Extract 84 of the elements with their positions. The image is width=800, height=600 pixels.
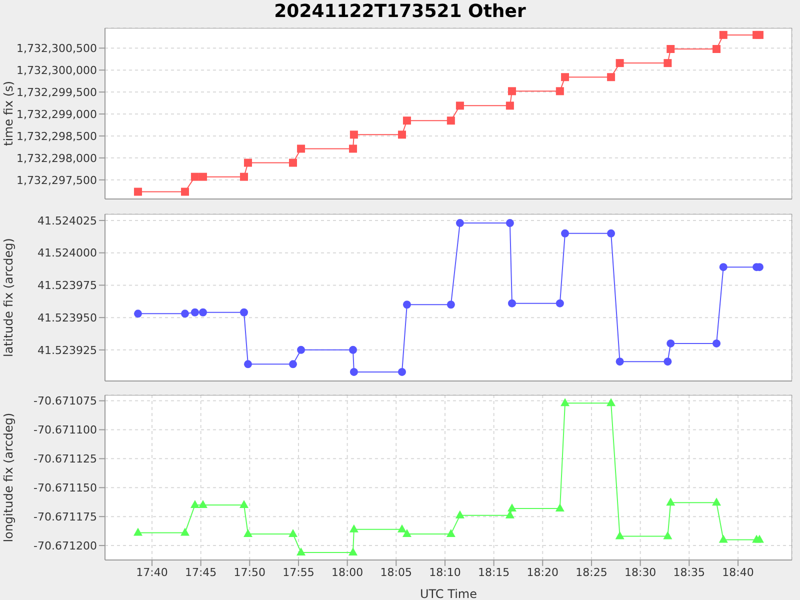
point bbox=[180, 528, 190, 536]
x-tick-label: 18:05 bbox=[380, 566, 412, 579]
point bbox=[349, 346, 358, 354]
point bbox=[446, 300, 455, 309]
y-tick-label: -70.671150 bbox=[34, 482, 97, 495]
point bbox=[719, 263, 728, 272]
point bbox=[398, 524, 406, 532]
y-tick-label: 1,732,297,500 bbox=[16, 174, 97, 187]
chart-title: 20241122T173521 Other bbox=[273, 0, 527, 22]
point bbox=[350, 368, 358, 376]
point bbox=[712, 498, 722, 506]
point bbox=[190, 308, 199, 316]
x-tick-label: 17:40 bbox=[136, 566, 168, 579]
point bbox=[398, 368, 406, 376]
point bbox=[240, 308, 248, 316]
point bbox=[664, 358, 672, 366]
y-tick-label: -70.671125 bbox=[34, 452, 97, 466]
y-tick-label: 41.523975 bbox=[38, 279, 97, 292]
point bbox=[456, 219, 464, 228]
y-tick-label: 41.524000 bbox=[38, 246, 97, 260]
point bbox=[561, 229, 570, 238]
y-tick-label: 41.523950 bbox=[38, 311, 97, 324]
point bbox=[556, 299, 564, 308]
point bbox=[297, 346, 306, 354]
x-tick-label: 17:55 bbox=[282, 566, 314, 579]
point bbox=[507, 503, 516, 512]
point bbox=[718, 534, 728, 543]
point bbox=[666, 339, 675, 348]
y-tick-label: 1,732,300,500 bbox=[16, 42, 97, 56]
y-tick-label: -70.671200 bbox=[34, 539, 97, 552]
x-tick-label: 18:40 bbox=[722, 566, 754, 579]
point bbox=[402, 528, 412, 537]
x-tick-label: 18:15 bbox=[478, 566, 510, 579]
x-tick-label: 18:20 bbox=[526, 566, 558, 579]
y-tick-label: 41.523925 bbox=[38, 344, 97, 357]
point bbox=[296, 547, 306, 556]
x-tick-label: 18:30 bbox=[624, 566, 656, 579]
point bbox=[134, 310, 142, 318]
point bbox=[666, 498, 676, 506]
point bbox=[606, 398, 616, 406]
point bbox=[754, 534, 764, 543]
y-tick-label: -70.671075 bbox=[34, 394, 97, 408]
point bbox=[616, 358, 624, 366]
y-tick-label: 1,732,298,000 bbox=[16, 152, 97, 165]
point bbox=[198, 500, 208, 508]
x-tick-label: 18:00 bbox=[331, 566, 364, 579]
x-tick-label: 17:50 bbox=[234, 566, 266, 579]
point bbox=[190, 500, 200, 508]
x-tick-label: 17:45 bbox=[184, 566, 217, 579]
y-tick-label: 1,732,298,500 bbox=[16, 130, 97, 143]
y-tick-label: 41.524025 bbox=[38, 214, 97, 228]
y-tick-label: 1,732,299,500 bbox=[16, 86, 97, 99]
point bbox=[348, 547, 358, 556]
x-tick-label: 18:25 bbox=[576, 566, 608, 579]
y-tick-label: -70.671100 bbox=[34, 424, 97, 437]
point bbox=[455, 510, 464, 518]
y-axis-title: latitude fix (arcdeg) bbox=[1, 238, 16, 357]
point bbox=[712, 339, 721, 348]
point bbox=[560, 398, 570, 406]
x-axis-title: UTC Time bbox=[420, 587, 477, 600]
point bbox=[349, 524, 358, 532]
y-axis-title: longitude fix (arcdeg) bbox=[1, 412, 16, 542]
point bbox=[607, 229, 616, 238]
y-tick-label: 1,732,299,000 bbox=[16, 108, 97, 121]
point bbox=[506, 219, 514, 228]
x-tick-label: 18:10 bbox=[429, 566, 461, 579]
y-tick-label: -70.671175 bbox=[34, 510, 97, 524]
point bbox=[244, 360, 252, 368]
y-tick-label: 1,732,300,000 bbox=[16, 64, 97, 77]
point bbox=[198, 308, 207, 316]
y-axis-title: time fix (s) bbox=[1, 80, 16, 146]
point bbox=[555, 503, 564, 512]
point bbox=[508, 299, 516, 308]
x-tick-label: 18:35 bbox=[673, 566, 706, 579]
point bbox=[446, 528, 456, 537]
point bbox=[615, 531, 624, 540]
point bbox=[133, 528, 142, 536]
point bbox=[180, 310, 189, 318]
point bbox=[402, 300, 411, 309]
point bbox=[663, 531, 672, 540]
point bbox=[243, 528, 252, 537]
point bbox=[240, 500, 249, 508]
point bbox=[289, 360, 297, 368]
point bbox=[288, 528, 298, 537]
